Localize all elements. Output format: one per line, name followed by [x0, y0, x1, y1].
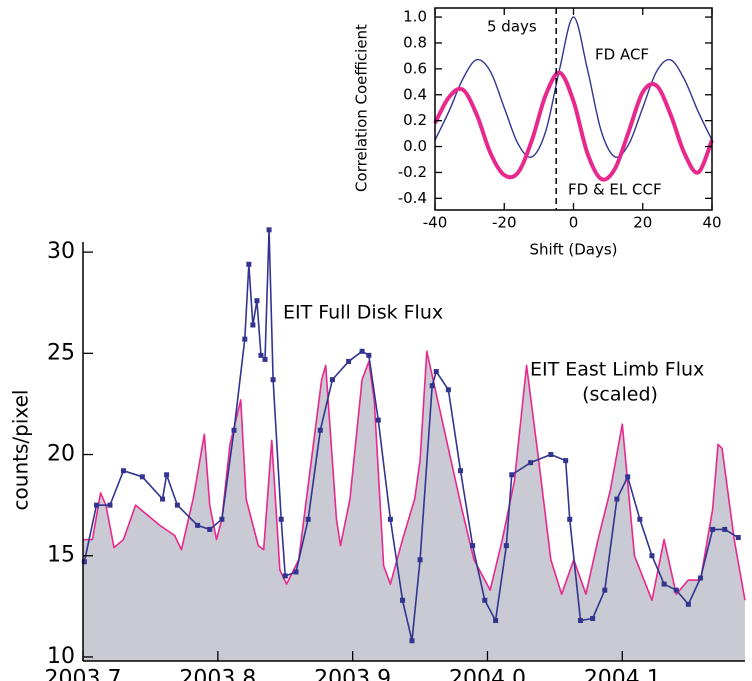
marker: [242, 336, 248, 342]
series-label: EIT East Limb Flux: [530, 359, 704, 381]
marker: [329, 377, 335, 383]
y-tick-label: -0.4: [398, 189, 427, 207]
marker: [614, 496, 620, 502]
x-tick-label: 40: [702, 213, 721, 231]
marker: [625, 474, 631, 480]
y-tick-label: 0.2: [403, 111, 427, 129]
marker: [661, 581, 667, 587]
marker: [207, 526, 213, 532]
marker: [120, 468, 126, 474]
x-tick-label: 2003.8: [179, 667, 256, 681]
y-tick-label: 0.6: [403, 59, 427, 77]
marker: [139, 474, 145, 480]
marker: [509, 472, 515, 478]
marker: [258, 352, 264, 358]
marker: [710, 526, 716, 532]
series-label: FD ACF: [595, 46, 649, 64]
marker: [429, 383, 435, 389]
marker: [470, 543, 476, 549]
marker: [722, 526, 728, 532]
x-tick-label: -20: [492, 213, 517, 231]
marker: [387, 516, 393, 522]
y-tick-label: 1.0: [403, 8, 427, 26]
marker: [563, 458, 569, 464]
series-label: EIT Full Disk Flux: [283, 302, 443, 324]
marker: [219, 516, 225, 522]
marker: [649, 553, 655, 559]
marker: [735, 535, 741, 541]
marker: [262, 356, 268, 362]
y-tick-label: 0.0: [403, 137, 427, 155]
marker: [548, 452, 554, 458]
series-line: [83, 350, 746, 602]
marker: [293, 569, 299, 575]
x-tick-label: 20: [633, 213, 652, 231]
marker: [250, 322, 256, 328]
marker: [528, 460, 534, 466]
y-tick-label: 30: [47, 239, 75, 264]
marker: [445, 387, 451, 393]
y-axis-label: counts/pixel: [9, 390, 33, 511]
marker: [164, 472, 170, 478]
x-tick-label: 2003.7: [45, 667, 122, 681]
marker: [266, 227, 272, 233]
marker: [409, 638, 415, 644]
marker: [685, 601, 691, 607]
marker: [305, 516, 311, 522]
annotation: (scaled): [582, 384, 658, 406]
marker: [160, 496, 166, 502]
marker: [317, 427, 323, 433]
marker: [458, 468, 464, 474]
y-tick-label: -0.2: [398, 163, 427, 181]
y-tick-label: 20: [47, 442, 75, 467]
marker: [195, 522, 201, 528]
marker: [673, 587, 679, 593]
area-fill: [83, 351, 745, 661]
marker: [346, 358, 352, 364]
marker: [482, 597, 488, 603]
marker: [359, 348, 365, 354]
marker: [366, 352, 372, 358]
marker: [578, 618, 584, 624]
marker: [93, 502, 99, 508]
marker: [602, 587, 608, 593]
marker: [375, 417, 381, 423]
x-tick-label: -40: [423, 213, 448, 231]
marker: [231, 427, 237, 433]
y-tick-label: 25: [47, 340, 75, 365]
marker: [107, 502, 113, 508]
marker: [590, 615, 596, 621]
marker: [433, 369, 439, 375]
marker: [246, 261, 252, 267]
annotation: 5 days: [487, 18, 537, 36]
marker: [278, 516, 284, 522]
x-tick-label: 0: [569, 213, 579, 231]
x-axis-label: Shift (Days): [529, 241, 617, 259]
x-tick-label: 2004.1: [584, 667, 661, 681]
marker: [503, 543, 509, 549]
marker: [400, 597, 406, 603]
marker: [493, 618, 499, 624]
x-tick-label: 2003.9: [314, 667, 391, 681]
marker: [567, 516, 573, 522]
marker: [270, 377, 276, 383]
y-tick-label: 15: [47, 543, 75, 568]
y-axis-label: Correlation Coefficient: [353, 24, 371, 192]
marker: [81, 559, 87, 565]
x-tick-label: 2004.0: [449, 667, 526, 681]
marker: [698, 575, 704, 581]
y-tick-label: 10: [47, 644, 75, 669]
marker: [417, 557, 423, 563]
y-tick-label: 0.8: [403, 33, 427, 51]
y-tick-label: 0.4: [403, 85, 427, 103]
marker: [174, 502, 180, 508]
marker: [254, 298, 260, 304]
series-line: [433, 70, 714, 182]
marker: [282, 573, 288, 579]
marker: [637, 516, 643, 522]
series-label: FD & EL CCF: [568, 181, 662, 199]
series-line: [434, 16, 713, 158]
